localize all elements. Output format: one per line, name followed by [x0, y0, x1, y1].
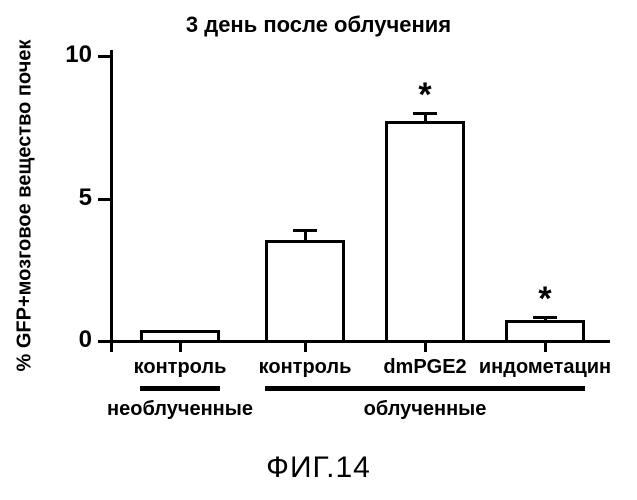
bar [385, 121, 465, 343]
y-tick-label: 5 [52, 184, 92, 212]
y-axis-label-container: % GFP+мозговое вещество почек [12, 55, 38, 355]
plot-area: 0510контрольконтроль*dmPGE2*индометацинн… [110, 55, 610, 340]
group-label: необлученные [107, 398, 253, 421]
category-label: контроль [134, 356, 227, 379]
y-tick-mark [98, 55, 110, 58]
significance-star: * [418, 76, 431, 115]
x-tick-mark [544, 340, 547, 352]
y-axis-line [110, 50, 113, 352]
y-tick-mark [98, 198, 110, 201]
group-line [265, 386, 585, 391]
chart-title: 3 день после облучения [0, 12, 637, 38]
x-tick-mark [304, 340, 307, 352]
y-tick-mark [98, 340, 110, 343]
y-tick-label: 0 [52, 326, 92, 354]
significance-star: * [538, 280, 551, 319]
category-label: индометацин [479, 356, 611, 379]
figure-number: ФИГ.14 [0, 451, 637, 485]
x-tick-mark [424, 340, 427, 352]
group-label: облученные [364, 398, 487, 421]
y-tick-label: 10 [52, 41, 92, 69]
error-bar-cap [293, 229, 317, 232]
figure-container: 3 день после облучения % GFP+мозговое ве… [0, 0, 637, 500]
category-label: контроль [259, 356, 352, 379]
bar [265, 240, 345, 343]
category-label: dmPGE2 [383, 356, 466, 379]
y-axis-label: % GFP+мозговое вещество почек [14, 39, 37, 371]
x-tick-mark [179, 340, 182, 352]
group-line [140, 386, 220, 391]
